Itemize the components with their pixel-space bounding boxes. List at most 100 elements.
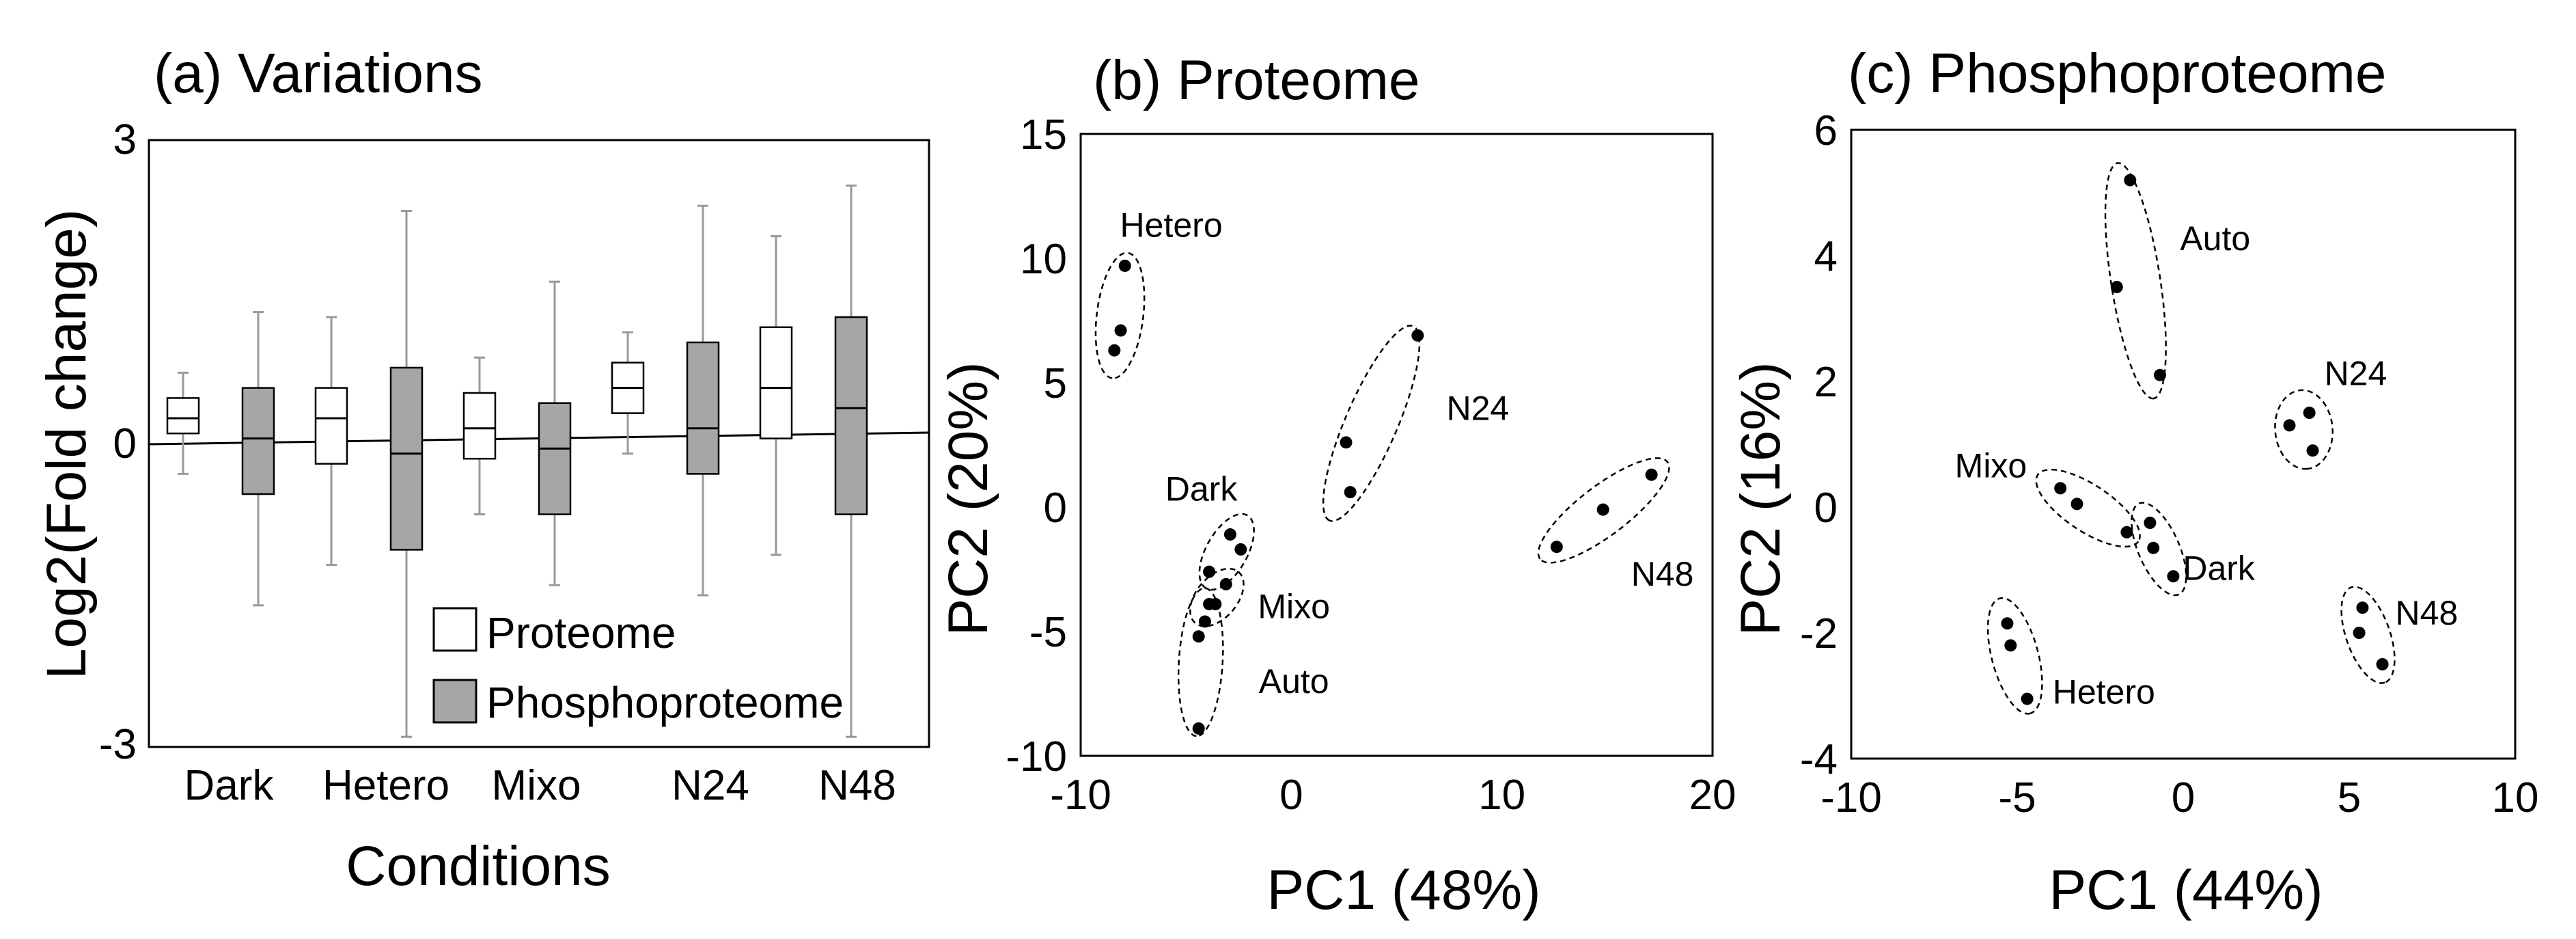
- group-ellipse: [2340, 586, 2396, 684]
- group-label: Hetero: [1120, 206, 1223, 245]
- box-proteome-n24: [611, 331, 645, 455]
- group-ellipse: [2035, 468, 2141, 548]
- ytick-label: 10: [1020, 236, 1067, 283]
- panel-b-plot-frame: [1079, 133, 1714, 757]
- data-point: [1192, 722, 1205, 735]
- data-point: [1596, 503, 1609, 516]
- data-point: [2167, 570, 2180, 583]
- legend-label-phosphoproteome: Phosphoproteome: [486, 678, 844, 727]
- panel-b-title: (b) Proteome: [1093, 49, 1420, 111]
- data-point: [1645, 468, 1658, 481]
- data-point: [2147, 541, 2160, 554]
- box-rect: [538, 402, 572, 515]
- panel-b-data: Hetero N24 N48 Dark Mixo Auto: [1094, 206, 1694, 737]
- legend-swatch-phosphoproteome: [432, 679, 477, 724]
- data-point: [2071, 498, 2083, 511]
- panel-b-ticks: -10 0 10 20 -10 -5 0 5 10 15: [1006, 111, 1736, 819]
- group-ellipse: [2274, 389, 2333, 470]
- panel-b-xlabel: PC1 (48%): [1266, 859, 1540, 921]
- data-point: [2110, 281, 2123, 293]
- data-point: [2144, 517, 2157, 529]
- group-hetero: Hetero: [1094, 206, 1223, 379]
- data-point: [2306, 444, 2319, 457]
- ytick-label: 6: [1814, 107, 1838, 154]
- box-rect: [686, 341, 720, 475]
- panel-c-ylabel: PC2 (16%): [1730, 362, 1792, 636]
- group-label: Auto: [1259, 662, 1329, 700]
- xtick-label: 10: [2492, 774, 2539, 821]
- group-label: N24: [2325, 355, 2387, 393]
- xtick-label: -5: [1998, 774, 2036, 821]
- box-proteome-dark: [166, 371, 200, 475]
- box-rect: [462, 392, 497, 460]
- data-point: [1198, 615, 1211, 628]
- group-n24: N24: [1322, 325, 1509, 522]
- group-ellipse: [2131, 502, 2187, 597]
- group-auto: Auto: [1177, 587, 1329, 737]
- ytick-label: 0: [1044, 485, 1067, 532]
- ytick-label: 5: [1044, 360, 1067, 407]
- panel-c-plot-frame: [1850, 128, 2517, 760]
- panel-a-ytick-label: 0: [113, 420, 137, 467]
- box-phosphoproteome-n48: [834, 185, 868, 738]
- ytick-label: 2: [1814, 359, 1838, 406]
- panel-c-title: (c) Phosphoproteome: [1848, 42, 2387, 105]
- ytick-label: -2: [1800, 610, 1838, 657]
- data-point: [2283, 419, 2296, 432]
- ytick-label: -5: [1029, 609, 1067, 656]
- data-point: [2124, 174, 2137, 187]
- panel-c-xlabel: PC1 (44%): [2049, 859, 2323, 921]
- panel-a-xlabel: Conditions: [346, 835, 610, 897]
- xtick-label: -10: [1050, 772, 1111, 819]
- group-ellipse: [1094, 251, 1146, 379]
- group-ellipse: [1986, 597, 2043, 715]
- data-point: [1223, 528, 1236, 541]
- data-point: [2303, 407, 2316, 419]
- box-rect: [834, 316, 868, 515]
- group-label: Mixo: [1258, 587, 1330, 625]
- panel-a-variations: (a) Variations Conditions Log2(Fold chan…: [36, 42, 930, 897]
- ytick-label: 15: [1020, 111, 1067, 159]
- panel-c-ticks: -10 -5 0 5 10 -4 -2 0 2 4 6: [1800, 107, 2539, 821]
- box-phosphoproteome-n24: [686, 204, 720, 597]
- box-phosphoproteome-hetero: [389, 210, 424, 738]
- group-label: N48: [1631, 555, 1694, 593]
- group-ellipse: [1322, 325, 1421, 522]
- group-ellipse: [1177, 587, 1224, 737]
- data-point: [1118, 259, 1131, 272]
- xtick-label: 0: [2172, 774, 2195, 821]
- data-point: [2153, 368, 2166, 381]
- category-label: N24: [671, 762, 749, 809]
- box-proteome-n48: [759, 235, 793, 556]
- data-point: [1203, 565, 1216, 578]
- box-proteome-mixo: [462, 356, 497, 516]
- group-mixo: Mixo: [1955, 447, 2141, 548]
- legend-swatch-proteome: [432, 607, 477, 652]
- group-label: Auto: [2180, 219, 2250, 258]
- group-ellipse: [1537, 457, 1670, 564]
- group-label: Mixo: [1955, 447, 2027, 485]
- panel-b-proteome: (b) Proteome PC1 (48%) PC2 (20%) -10 0 10 2…: [937, 49, 1736, 921]
- legend-label-proteome: Proteome: [486, 608, 676, 657]
- box-phosphoproteome-dark: [241, 311, 275, 607]
- data-point: [2120, 526, 2133, 539]
- data-point: [1234, 543, 1247, 556]
- data-point: [1411, 329, 1424, 342]
- ytick-label: -4: [1800, 736, 1838, 783]
- data-point: [1550, 541, 1563, 554]
- data-point: [2376, 658, 2389, 670]
- group-label: Dark: [2183, 549, 2256, 587]
- box-rect: [241, 387, 275, 495]
- box-rect: [166, 397, 200, 435]
- group-auto: Auto: [2104, 162, 2250, 400]
- box-proteome-hetero: [314, 316, 348, 567]
- xtick-label: -10: [1820, 774, 1882, 821]
- group-ellipse: [2104, 162, 2167, 400]
- data-point: [1340, 436, 1353, 449]
- box-rect: [759, 326, 793, 439]
- data-point: [1192, 630, 1205, 643]
- data-point: [2054, 482, 2067, 495]
- box-rect: [314, 387, 348, 465]
- group-ellipse: [1189, 567, 1245, 627]
